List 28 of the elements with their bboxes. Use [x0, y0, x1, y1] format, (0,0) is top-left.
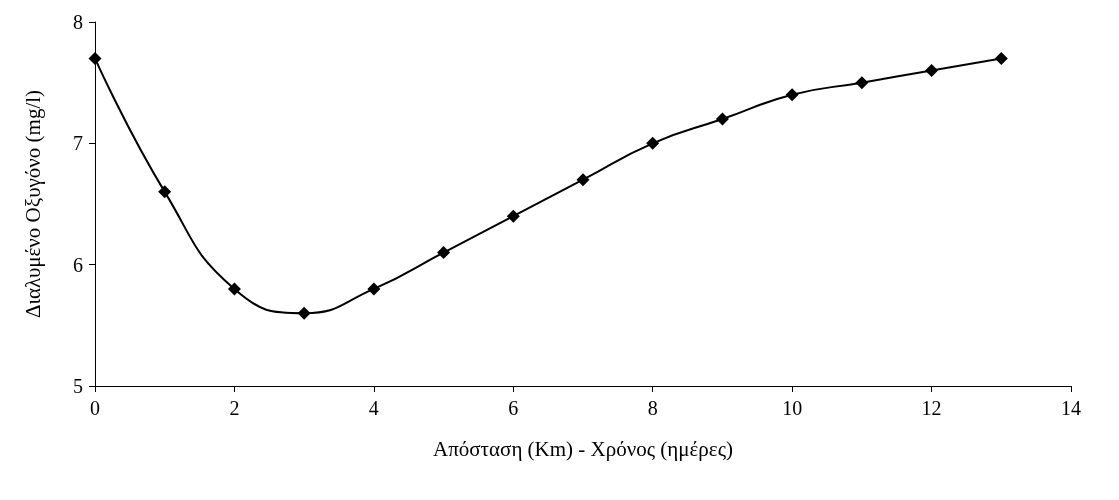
- x-tick-label: 4: [368, 397, 379, 419]
- point: [715, 112, 729, 126]
- point: [158, 185, 172, 199]
- point: [925, 64, 939, 78]
- point: [576, 173, 590, 187]
- y-tick-label: 6: [73, 253, 83, 276]
- y-tick-label: 7: [73, 132, 83, 155]
- y-axis-title: Διαλυμένο Οξυγόνο (mg/l): [20, 89, 45, 319]
- point: [994, 51, 1008, 65]
- point: [297, 306, 311, 320]
- point: [646, 136, 660, 150]
- x-axis-title: Απόσταση (Km) - Χρόνος (ημέρες): [433, 436, 733, 461]
- y-tick-label: 5: [73, 375, 83, 397]
- x-tick-label: 14: [1061, 397, 1081, 419]
- point: [506, 209, 520, 223]
- x-tick-label: 8: [647, 397, 658, 419]
- point: [437, 246, 451, 260]
- point: [227, 282, 241, 296]
- x-tick-label: 0: [90, 397, 100, 419]
- x-tick-label: 6: [508, 397, 519, 419]
- x-tick-label: 10: [782, 397, 803, 419]
- point: [88, 51, 102, 65]
- point: [367, 282, 381, 296]
- x-tick-label: 2: [229, 397, 240, 419]
- point: [855, 76, 869, 90]
- x-tick-label: 12: [921, 397, 942, 419]
- y-tick-label: 8: [73, 11, 83, 33]
- point: [785, 88, 799, 102]
